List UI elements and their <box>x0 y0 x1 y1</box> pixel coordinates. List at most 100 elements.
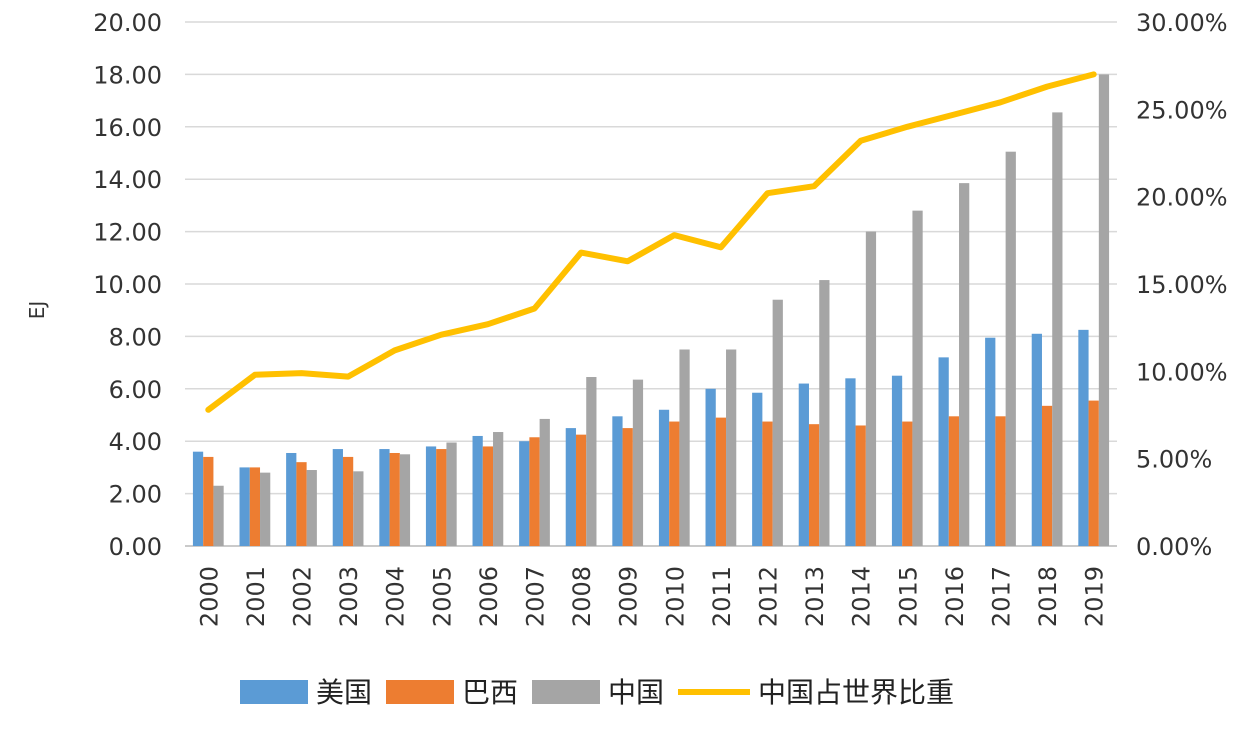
bar <box>472 435 483 546</box>
bar <box>425 446 437 546</box>
left-tick-label: 12.00 <box>93 219 162 247</box>
x-tick-label: 2003 <box>335 566 363 627</box>
x-tick-label: 2001 <box>242 566 270 627</box>
legend-label: 巴西 <box>462 676 518 709</box>
right-tick-label: 10.00% <box>1136 358 1228 386</box>
bar <box>855 425 866 546</box>
bar <box>353 471 364 546</box>
bar <box>306 470 317 546</box>
bar <box>1031 333 1042 546</box>
bar <box>798 383 809 546</box>
x-tick-label: 2018 <box>1034 566 1062 627</box>
bar <box>539 418 550 546</box>
x-tick-label: 2004 <box>382 566 410 627</box>
right-tick-label: 25.00% <box>1136 96 1228 124</box>
bar <box>529 437 540 546</box>
left-tick-label: 10.00 <box>93 271 162 299</box>
bar <box>1098 74 1110 547</box>
bar <box>1078 329 1089 546</box>
bar <box>715 417 727 546</box>
left-axis-ticks: 0.00 2.00 4.00 6.00 8.00 10.00 12.00 14.00 16.00… <box>93 9 162 561</box>
bar <box>213 485 224 546</box>
x-tick-label: 2009 <box>615 566 643 627</box>
legend-label: 美国 <box>316 676 372 709</box>
bar <box>260 472 271 546</box>
bar <box>912 210 923 546</box>
bar <box>1052 112 1063 546</box>
left-tick-label: 0.00 <box>109 533 162 561</box>
bar <box>379 449 390 546</box>
bar <box>752 392 763 546</box>
x-tick-label: 2006 <box>475 566 503 627</box>
bar <box>632 379 644 546</box>
bar <box>948 416 960 546</box>
bar <box>891 375 903 546</box>
x-tick-label: 2012 <box>755 566 783 627</box>
bar <box>622 428 633 546</box>
bar <box>902 421 913 546</box>
x-tick-label: 2014 <box>848 566 876 627</box>
left-tick-label: 6.00 <box>109 376 162 404</box>
bar <box>658 409 670 546</box>
bar <box>389 452 400 546</box>
left-tick-label: 14.00 <box>93 166 162 194</box>
legend-swatch <box>386 680 454 704</box>
x-tick-label: 2010 <box>661 566 689 627</box>
right-tick-label: 0.00% <box>1136 533 1212 561</box>
bar <box>995 416 1006 546</box>
bar <box>959 183 970 546</box>
bar <box>286 452 297 546</box>
x-tick-label: 2011 <box>708 566 736 627</box>
left-tick-label: 20.00 <box>93 9 162 37</box>
left-tick-label: 16.00 <box>93 114 162 142</box>
x-tick-label: 2002 <box>289 566 317 627</box>
bar <box>519 441 530 546</box>
bar <box>249 467 261 546</box>
right-tick-label: 30.00% <box>1136 9 1228 37</box>
right-tick-label: 15.00% <box>1136 271 1228 299</box>
bar <box>332 449 343 546</box>
bar <box>192 451 204 546</box>
x-tick-label: 2016 <box>941 566 969 627</box>
bar <box>482 446 494 546</box>
left-tick-label: 8.00 <box>109 323 162 351</box>
left-axis-title: EJ <box>25 301 49 320</box>
bar <box>772 299 783 546</box>
bar <box>239 467 250 546</box>
x-tick-label: 2013 <box>801 566 829 627</box>
x-tick-label: 2015 <box>894 566 922 627</box>
legend: 美国 巴西 中国 中国占世界比重 <box>240 676 954 709</box>
bar <box>808 424 820 546</box>
bar <box>399 454 411 546</box>
left-tick-label: 2.00 <box>109 481 162 509</box>
bar <box>705 388 716 546</box>
bar <box>669 421 680 546</box>
bar <box>985 337 996 546</box>
x-axis-ticks: 2000 2001 2002 2003 2004 2005 2006 2007 2008 2009… <box>195 566 1108 627</box>
bar <box>493 432 504 546</box>
bar <box>762 421 773 546</box>
left-tick-label: 4.00 <box>109 428 162 456</box>
legend-swatch <box>240 680 308 704</box>
bar <box>203 456 214 546</box>
bar <box>575 434 587 546</box>
bar <box>436 449 447 546</box>
bar <box>938 357 949 546</box>
gridlines <box>185 21 1117 547</box>
bar <box>1041 405 1053 546</box>
bar <box>1005 151 1016 546</box>
left-tick-label: 18.00 <box>93 61 162 89</box>
right-axis-ticks: 0.00% 5.00% 10.00% 15.00% 20.00% 25.00% 30.00% <box>1136 9 1228 561</box>
bar <box>565 428 576 546</box>
share-line <box>205 71 1097 413</box>
bar <box>612 416 623 546</box>
bar <box>845 378 856 546</box>
bar <box>342 456 354 546</box>
bar <box>296 462 307 546</box>
bar <box>865 231 877 546</box>
x-tick-label: 2017 <box>988 566 1016 627</box>
x-tick-label: 2000 <box>195 566 223 627</box>
bars <box>192 74 1110 547</box>
